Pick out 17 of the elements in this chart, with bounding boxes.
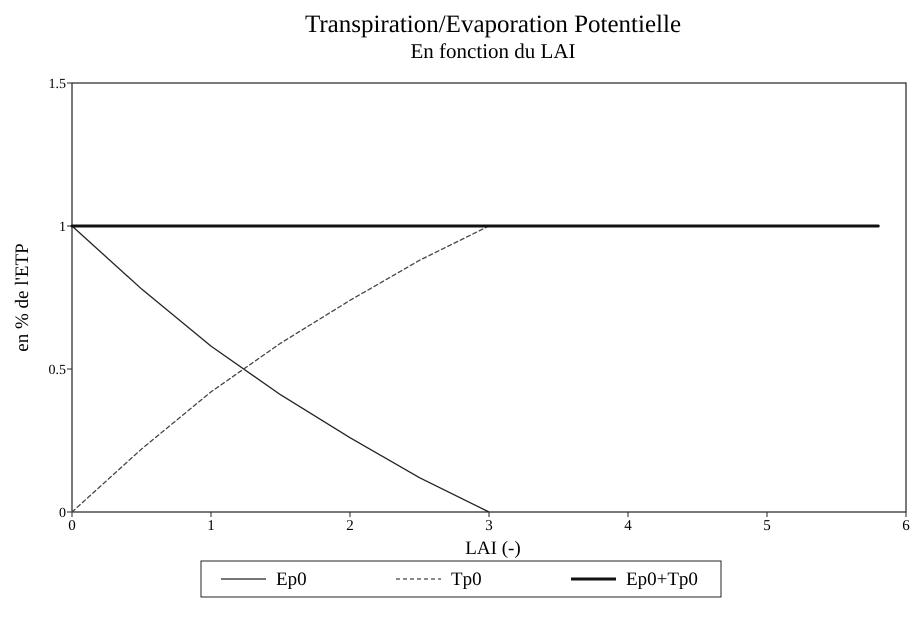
x-tick-label: 5 [763,518,771,534]
y-tick-label: 1 [59,220,66,235]
x-tick-label: 1 [207,518,215,534]
chart-subtitle: En fonction du LAI [410,39,576,63]
y-tick-label: 1.5 [48,77,66,92]
x-tick-label: 4 [624,518,632,534]
x-tick-label: 3 [485,518,493,534]
legend-label: Tp0 [451,569,482,590]
y-axis-title: en % de l'ETP [12,243,33,352]
legend-label: Ep0 [276,569,307,590]
x-axis-title: LAI (-) [465,538,521,559]
x-tick-label: 6 [902,518,910,534]
x-tick-label: 2 [346,518,354,534]
y-tick-label: 0 [59,506,66,521]
legend-label: Ep0+Tp0 [626,569,698,590]
y-tick-label: 0.5 [48,363,66,378]
chart-title: Transpiration/Evaporation Potentielle [304,11,682,38]
